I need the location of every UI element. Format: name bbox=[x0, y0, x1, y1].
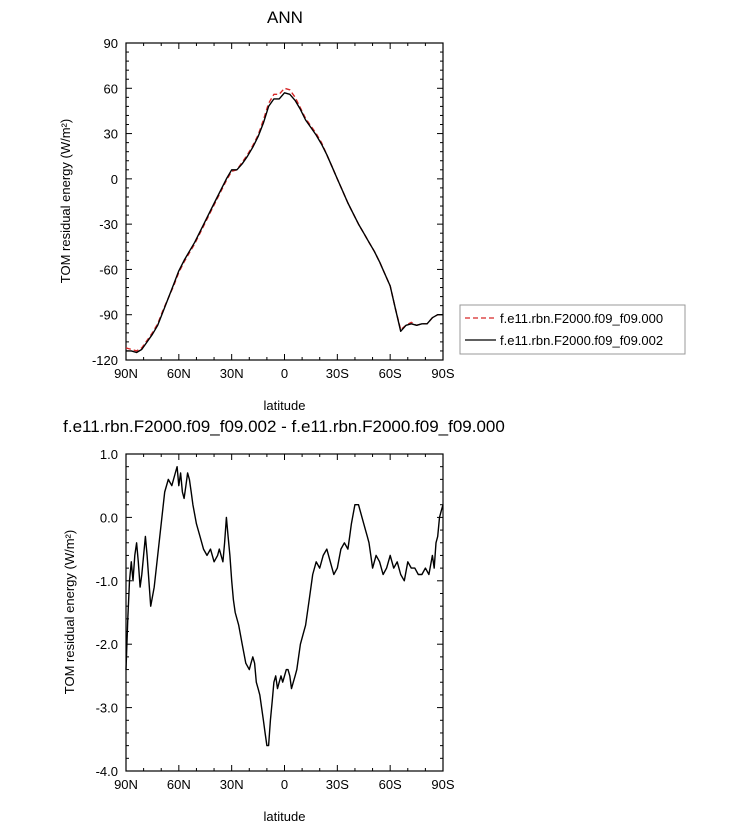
x-tick-label: 90N bbox=[114, 777, 138, 792]
y-tick-label: 0 bbox=[111, 172, 118, 187]
bottom-chart-title: f.e11.rbn.F2000.f09_f09.002 - f.e11.rbn.… bbox=[63, 417, 505, 436]
x-tick-label: 30N bbox=[220, 366, 244, 381]
top-plot-frame bbox=[125, 42, 444, 361]
y-tick-label: 1.0 bbox=[100, 447, 118, 462]
y-tick-label: 90 bbox=[104, 36, 118, 51]
y-tick-label: 60 bbox=[104, 81, 118, 96]
y-tick-label: 0.0 bbox=[100, 510, 118, 525]
top-legend: f.e11.rbn.F2000.f09_f09.000 f.e11.rbn.F2… bbox=[459, 304, 686, 355]
x-tick-label: 60S bbox=[379, 777, 402, 792]
legend-label-series-1: f.e11.rbn.F2000.f09_f09.000 bbox=[500, 311, 663, 326]
y-tick-label: 30 bbox=[104, 127, 118, 142]
legend-box bbox=[459, 304, 686, 355]
y-tick-label: -30 bbox=[99, 217, 118, 232]
x-tick-label: 60S bbox=[379, 366, 402, 381]
x-tick-label: 60N bbox=[167, 366, 191, 381]
top-chart-title: ANN bbox=[267, 8, 303, 27]
x-tick-label: 30S bbox=[326, 366, 349, 381]
y-tick-label: -4.0 bbox=[96, 764, 118, 779]
series-line-2 bbox=[126, 92, 443, 354]
x-tick-label: 60N bbox=[167, 777, 191, 792]
x-tick-label: 90N bbox=[114, 366, 138, 381]
y-tick-label: -90 bbox=[99, 308, 118, 323]
x-tick-label: 30N bbox=[220, 777, 244, 792]
y-tick-label: -3.0 bbox=[96, 701, 118, 716]
bottom-xaxis-label: latitude bbox=[264, 809, 306, 824]
series-line-1 bbox=[125, 466, 444, 747]
bottom-panel: f.e11.rbn.F2000.f09_f09.002 - f.e11.rbn.… bbox=[62, 417, 505, 824]
y-tick-label: -120 bbox=[92, 353, 118, 368]
legend-label-series-2: f.e11.rbn.F2000.f09_f09.002 bbox=[500, 333, 663, 348]
x-tick-label: 90S bbox=[431, 777, 454, 792]
y-tick-label: -1.0 bbox=[96, 574, 118, 589]
y-tick-label: -2.0 bbox=[96, 637, 118, 652]
top-yaxis-label: TOM residual energy (W/m²) bbox=[58, 119, 73, 283]
top-panel: ANN 90N 60N 30N 0 30S 60S 90S 90 60 30 0 -30 -60 -90… bbox=[58, 8, 686, 413]
x-tick-label: 0 bbox=[281, 777, 288, 792]
x-tick-label: 0 bbox=[281, 366, 288, 381]
top-xaxis-label: latitude bbox=[264, 398, 306, 413]
bottom-plot-frame bbox=[125, 453, 444, 772]
x-tick-label: 90S bbox=[431, 366, 454, 381]
bottom-yaxis-label: TOM residual energy (W/m²) bbox=[62, 530, 77, 694]
x-tick-label: 30S bbox=[326, 777, 349, 792]
y-tick-label: -60 bbox=[99, 262, 118, 277]
